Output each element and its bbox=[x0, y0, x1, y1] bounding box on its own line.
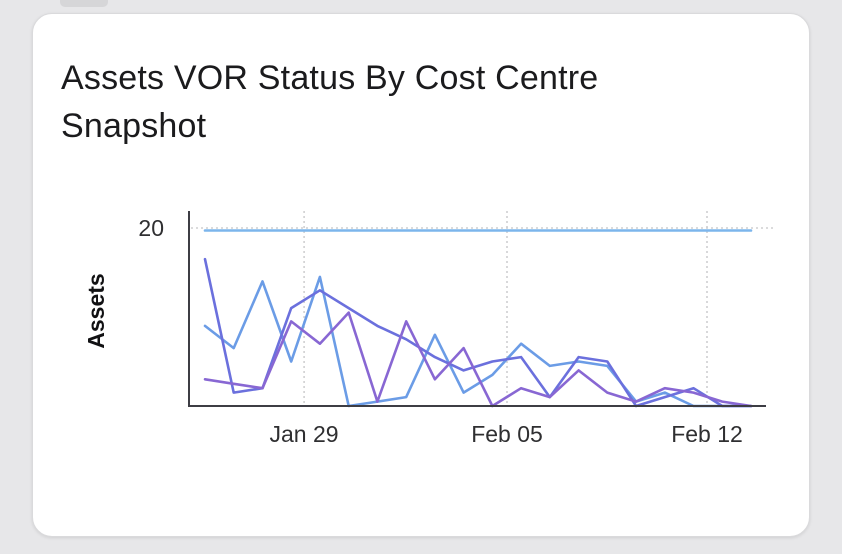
y-axis-tick-label: 20 bbox=[138, 215, 164, 241]
series-3-line bbox=[203, 257, 753, 408]
y-axis-title: Assets bbox=[83, 273, 109, 349]
x-axis-tick-label-jan29: Jan 29 bbox=[269, 421, 339, 447]
chart-card: Assets VOR Status By Cost Centre Snapsho… bbox=[32, 13, 810, 537]
series-2-line bbox=[203, 275, 753, 408]
chart-title: Assets VOR Status By Cost Centre Snapsho… bbox=[61, 59, 599, 145]
x-axis-tick-label-feb12: Feb 12 bbox=[671, 421, 743, 447]
line-chart[interactable] bbox=[33, 14, 811, 538]
partial-card-above bbox=[60, 0, 108, 7]
axes bbox=[188, 211, 766, 407]
series-4-line bbox=[203, 311, 753, 408]
x-axis-tick-label-feb05: Feb 05 bbox=[471, 421, 543, 447]
